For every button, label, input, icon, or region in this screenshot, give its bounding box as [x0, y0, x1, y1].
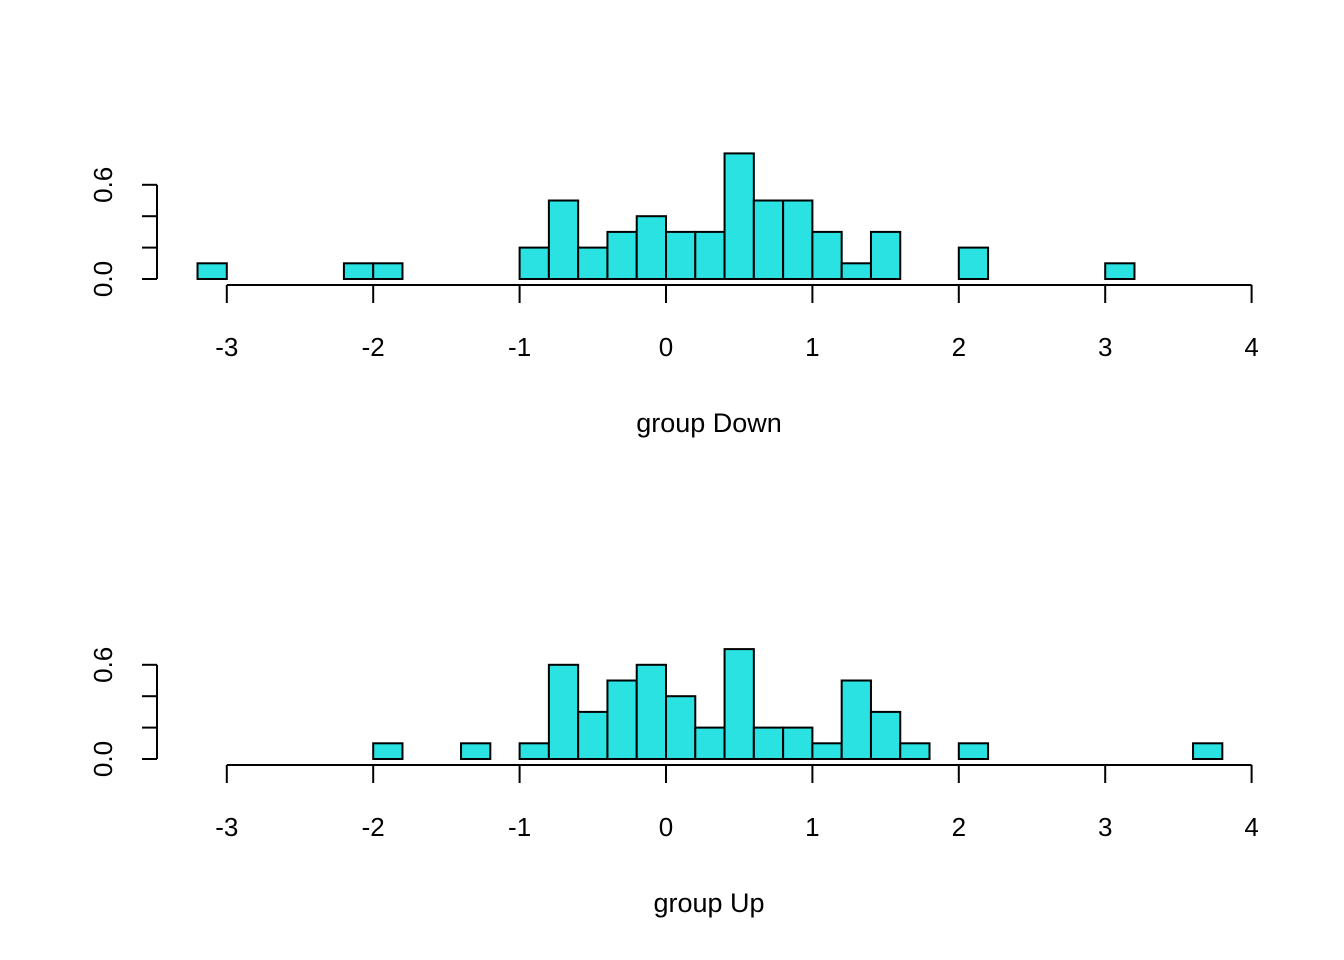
histogram-bar — [840, 679, 872, 760]
x-axis-title: group Up — [653, 888, 764, 918]
histogram-panel-down: -3 -2 -1 0 1 2 3 4 0.0 0.6 group Down — [88, 152, 1259, 438]
x-axis-title: group Down — [636, 408, 782, 438]
histogram-bar — [606, 230, 638, 280]
histogram-bar — [372, 262, 404, 280]
histogram-bar — [547, 663, 580, 760]
histogram-bar — [723, 152, 755, 280]
x-tick-label: -1 — [508, 812, 531, 842]
histogram-bar — [1104, 262, 1136, 280]
histogram-bar — [518, 246, 550, 281]
histogram-bar — [869, 230, 902, 280]
x-tick-label: 4 — [1244, 812, 1258, 842]
histogram-bar — [460, 742, 492, 760]
x-tick-label: -3 — [215, 812, 238, 842]
histogram-bar — [577, 710, 609, 761]
histogram-bar — [606, 679, 638, 760]
x-tick-label: 1 — [805, 812, 819, 842]
x-tick-label: 2 — [952, 332, 966, 362]
x-tick-label: 1 — [805, 332, 819, 362]
histogram-bar — [665, 695, 697, 761]
y-tick-label: 0.0 — [88, 741, 118, 777]
histogram-bar — [811, 742, 843, 760]
y-tick-label: 0.6 — [88, 167, 118, 203]
histogram-bar — [577, 246, 609, 281]
histogram-bar — [752, 199, 785, 280]
histogram-bar — [1192, 742, 1224, 760]
histogram-bar — [372, 742, 404, 760]
histogram-bar — [196, 262, 228, 280]
x-tick-label: 3 — [1098, 332, 1112, 362]
histogram-bar — [782, 199, 814, 280]
histogram-bar — [342, 262, 375, 280]
y-tick-label: 0.0 — [88, 261, 118, 297]
histogram-bar — [869, 710, 902, 761]
x-tick-label: -1 — [508, 332, 531, 362]
histogram-bar — [752, 726, 785, 760]
histogram-bar — [665, 230, 697, 280]
histogram-bar — [957, 246, 990, 281]
x-tick-label: -2 — [362, 332, 385, 362]
histogram-bar — [899, 742, 931, 760]
histogram-bar — [635, 663, 667, 760]
histogram-bar — [723, 648, 755, 760]
histogram-bar — [782, 726, 814, 760]
histogram-bar — [811, 230, 843, 280]
histogram-bar — [547, 199, 580, 280]
x-tick-label: -3 — [215, 332, 238, 362]
x-tick-label: 0 — [659, 812, 673, 842]
x-tick-label: -2 — [362, 812, 385, 842]
x-tick-label: 3 — [1098, 812, 1112, 842]
histogram-bar — [635, 215, 667, 280]
histogram-bar — [957, 742, 990, 760]
y-tick-label: 0.6 — [88, 647, 118, 683]
x-tick-label: 0 — [659, 332, 673, 362]
histogram-bar — [694, 726, 726, 760]
histogram-panel-up: -3 -2 -1 0 1 2 3 4 0.0 0.6 group Up — [88, 647, 1259, 918]
histogram-bar — [694, 230, 726, 280]
histogram-bar — [840, 262, 872, 280]
histogram-bar — [518, 742, 550, 760]
x-tick-label: 4 — [1244, 332, 1258, 362]
x-tick-label: 2 — [952, 812, 966, 842]
